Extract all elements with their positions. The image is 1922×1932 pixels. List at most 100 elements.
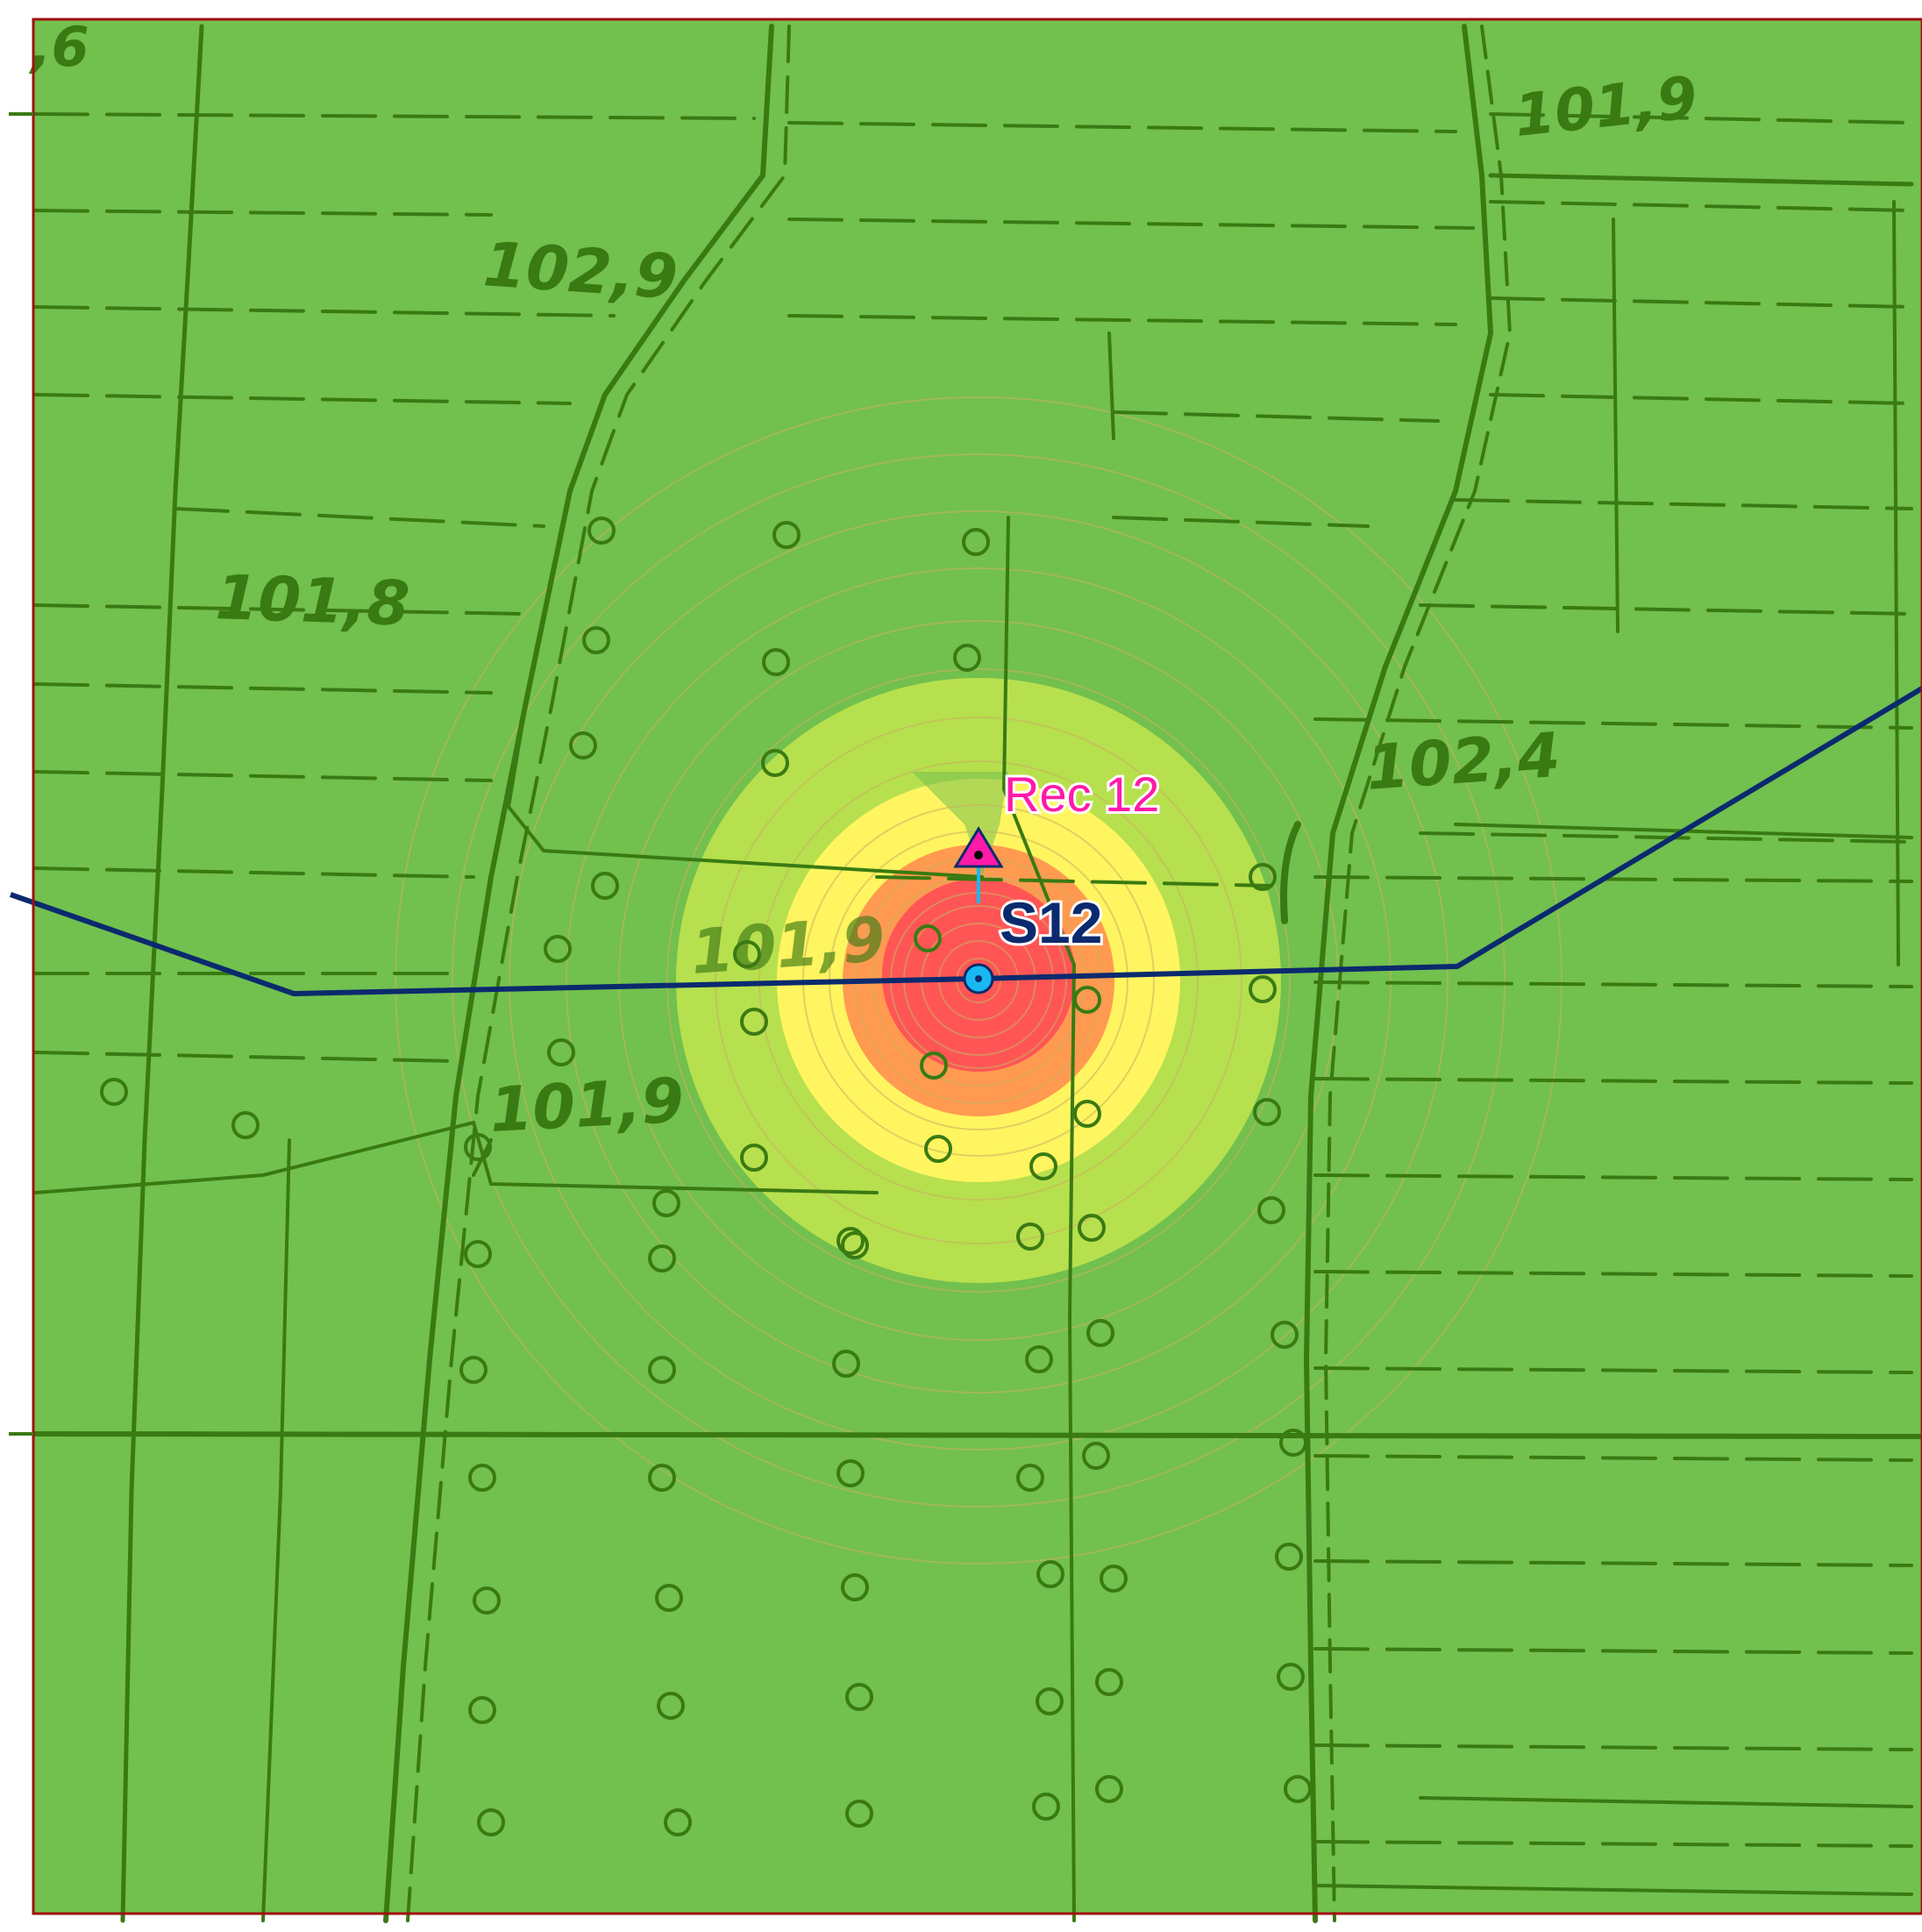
track-right-b — [1323, 25, 1513, 1922]
receptor-label: Rec 12 — [1004, 766, 1159, 822]
tree-symbol — [920, 1052, 948, 1080]
tree-symbol — [459, 1356, 488, 1384]
elevation-label: ,6 — [28, 15, 89, 79]
tree-symbol — [569, 731, 597, 759]
receptor-dot — [974, 851, 983, 859]
tree-symbol — [1249, 975, 1277, 1003]
tree-symbol — [648, 1356, 676, 1384]
contour-ring — [758, 760, 1199, 1201]
path-loop — [506, 700, 984, 879]
tree-symbol — [740, 1008, 768, 1036]
tree-symbol — [762, 648, 790, 676]
track-left — [120, 24, 204, 1923]
tree-symbol — [1095, 1668, 1123, 1696]
tree-symbol — [100, 1078, 128, 1106]
tree-symbol — [1036, 1687, 1064, 1715]
elevation-label: 101,9 — [488, 1065, 686, 1146]
tree-symbol — [832, 1350, 860, 1378]
tree-symbol — [953, 644, 981, 672]
contour-ring — [395, 396, 1563, 1565]
tree-symbol — [1284, 1775, 1312, 1803]
map-frame — [32, 18, 1922, 1915]
elevation-label: 101,8 — [214, 561, 410, 640]
tree-symbol — [477, 1808, 505, 1836]
contour-ring — [509, 510, 1449, 1451]
tree-symbol — [1279, 1429, 1307, 1457]
tree-symbol — [1025, 1345, 1053, 1373]
tree-symbol — [1275, 1543, 1303, 1571]
tree-symbol — [1073, 1100, 1101, 1128]
tree-symbol — [1253, 1098, 1281, 1126]
contour-ring — [452, 453, 1506, 1508]
tree-symbol — [591, 872, 619, 900]
tree-symbol — [1100, 1565, 1128, 1593]
triangle-receptor-icon — [953, 826, 1004, 868]
tree-symbol — [468, 1696, 496, 1724]
tree-symbol — [587, 517, 616, 545]
tree-symbol — [924, 1135, 952, 1163]
track-center — [1001, 516, 1077, 1922]
tree-symbol — [1036, 1560, 1064, 1588]
tree-symbol — [836, 1227, 865, 1255]
tree-symbol — [914, 924, 942, 952]
elevation-label: 101,9 — [688, 903, 887, 988]
elevation-label: 102,9 — [481, 228, 680, 313]
path-curve-right — [1280, 821, 1301, 924]
tree-symbol — [1086, 1319, 1114, 1347]
tree-symbol — [657, 1692, 685, 1720]
tree-symbol — [664, 1808, 692, 1836]
tree-symbol — [652, 1189, 680, 1217]
tree-symbol — [1271, 1321, 1299, 1349]
source-label: S12 — [1000, 890, 1102, 955]
tree-symbol — [582, 626, 610, 654]
tree-symbol — [1249, 863, 1277, 891]
tree-symbol — [544, 935, 572, 963]
tree-symbol — [1095, 1775, 1123, 1803]
tree-symbol — [648, 1464, 676, 1492]
path-lower-left — [33, 1120, 879, 1194]
field-edge-d — [1419, 1796, 1913, 1808]
track-far-right — [1612, 217, 1619, 633]
track-mid-right — [1107, 332, 1115, 440]
elevation-labels: 101,9 102,9 101,8 102,4 101,9 101,9 ,6 — [28, 15, 1700, 1146]
tree-symbol — [464, 1240, 492, 1268]
tree-symbol — [464, 1133, 492, 1161]
field-edge-b — [1488, 173, 1914, 187]
contour-ring — [566, 567, 1392, 1394]
tree-symbol — [772, 521, 801, 549]
track-road-b — [406, 25, 791, 1922]
field-lines — [33, 112, 1913, 1848]
tree-symbol — [231, 1111, 260, 1139]
track-lower-left — [261, 1138, 291, 1922]
tree-symbol — [841, 1573, 869, 1601]
tree-symbol — [547, 1038, 575, 1066]
tree-symbol — [962, 528, 990, 556]
tree-symbol — [836, 1459, 865, 1487]
tree-symbol — [1016, 1464, 1044, 1492]
tree-symbol — [740, 1144, 768, 1172]
tree-symbol — [761, 749, 789, 777]
track-right-a — [1303, 24, 1494, 1923]
tree-symbol — [648, 1244, 676, 1273]
receptor-marker[interactable]: Rec 12 — [953, 764, 1162, 903]
road-lower — [32, 1431, 1922, 1439]
tree-symbol — [841, 1231, 869, 1259]
tree-symbols — [100, 517, 1312, 1836]
tree-symbol — [845, 1683, 873, 1711]
tree-symbol — [1029, 1152, 1057, 1180]
tree-symbol — [1073, 986, 1101, 1014]
elevation-label: 102,4 — [1363, 719, 1563, 804]
contour-ring — [715, 716, 1242, 1244]
tree-symbol — [1082, 1442, 1110, 1470]
tree-symbol — [1078, 1214, 1106, 1242]
source-marker[interactable]: S12 — [963, 888, 1105, 995]
tree-symbol — [1032, 1793, 1060, 1821]
tree-symbol — [845, 1800, 873, 1828]
cadastral-linework — [32, 24, 1922, 1923]
tree-symbol — [473, 1586, 501, 1615]
tree-symbol — [733, 940, 761, 968]
tree-symbol — [1257, 1196, 1285, 1224]
tree-symbol — [468, 1464, 496, 1492]
source-center-dot — [975, 975, 982, 982]
